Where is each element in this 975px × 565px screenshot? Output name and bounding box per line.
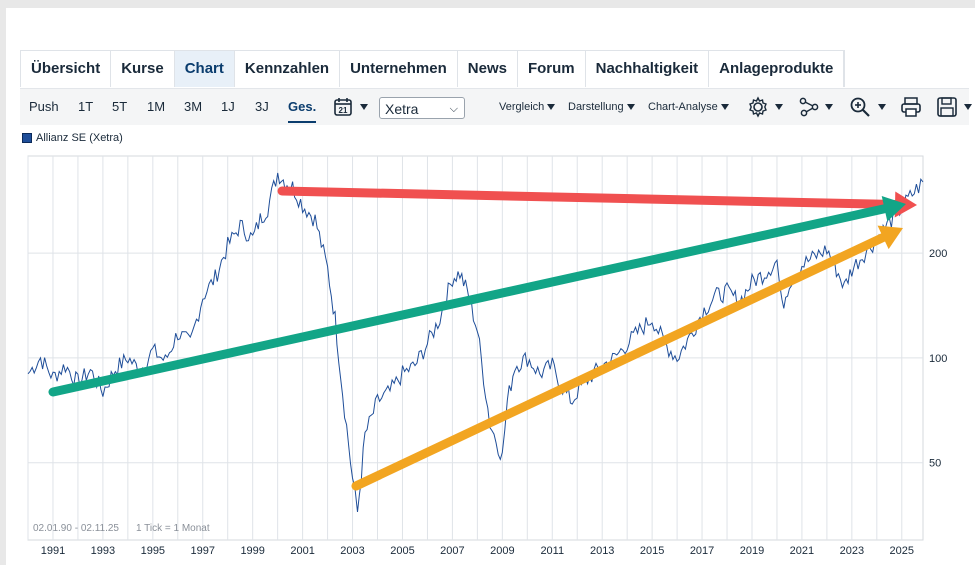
x-tick-label: 2023 — [840, 545, 864, 557]
chevron-down-icon — [626, 104, 635, 111]
chart-analyse-label: Chart-Analyse — [648, 101, 718, 113]
range-button-1t[interactable]: 1T — [78, 99, 94, 114]
chevron-down-icon[interactable] — [878, 104, 886, 110]
tab-news[interactable]: News — [458, 51, 518, 87]
tab-forum[interactable]: Forum — [518, 51, 586, 87]
chevron-down-icon — [547, 104, 556, 111]
tab-kennzahlen[interactable]: Kennzahlen — [235, 51, 341, 87]
darstellung-menu[interactable]: Darstellung — [568, 89, 635, 125]
range-button-1m[interactable]: 1M — [147, 99, 166, 114]
tab-chart[interactable]: Chart — [174, 51, 235, 87]
y-tick-label: 200 — [929, 248, 947, 260]
vergleich-label: Vergleich — [499, 101, 545, 113]
range-button-3m[interactable]: 3M — [184, 99, 203, 114]
x-tick-label: 2011 — [540, 545, 564, 557]
orange-arrow-shaft — [351, 232, 888, 491]
chart-legend[interactable]: Allianz SE (Xetra) — [22, 132, 123, 144]
chart-toolbar: Push 1T 5T 1M 3M 1J 3J Ges. 21 Xetra ⌵ Vergleic… — [20, 88, 972, 125]
legend-swatch — [22, 133, 32, 144]
chart-analyse-menu[interactable]: Chart-Analyse — [648, 89, 729, 125]
chevron-down-icon[interactable] — [825, 104, 833, 110]
chevron-down-icon[interactable] — [360, 104, 368, 110]
range-button-ges[interactable]: Ges. — [288, 89, 317, 125]
y-tick-label: 50 — [929, 458, 941, 470]
x-tick-label: 1995 — [141, 545, 165, 557]
x-tick-label: 1993 — [91, 545, 115, 557]
calendar-icon[interactable]: 21 — [333, 96, 355, 118]
chevron-down-icon — [720, 104, 729, 111]
red-arrow-head — [894, 191, 917, 218]
y-tick-label: 100 — [929, 353, 947, 365]
chevron-down-icon: ⌵ — [449, 103, 458, 115]
chart-date-range: 02.01.90 - 02.11.25 — [33, 523, 119, 534]
range-button-5t[interactable]: 5T — [112, 99, 128, 114]
save-icon[interactable] — [936, 96, 958, 118]
x-tick-label: 1999 — [240, 545, 264, 557]
chevron-down-icon[interactable] — [964, 104, 972, 110]
x-tick-label: 2009 — [490, 545, 514, 557]
orange-arrow-head — [877, 225, 903, 250]
x-tick-label: 2003 — [340, 545, 364, 557]
range-button-3j[interactable]: 3J — [255, 99, 269, 114]
chart-tick-info: 1 Tick = 1 Monat — [136, 523, 210, 534]
tab-kurse[interactable]: Kurse — [111, 51, 175, 87]
vergleich-menu[interactable]: Vergleich — [499, 89, 556, 125]
price-line — [27, 172, 924, 512]
exchange-select[interactable]: Xetra ⌵ — [379, 97, 465, 119]
x-tick-label: 2015 — [640, 545, 664, 557]
tab-anlageprodukte[interactable]: Anlageprodukte — [709, 51, 845, 87]
zoom-in-icon[interactable] — [849, 96, 871, 118]
chevron-down-icon[interactable] — [775, 104, 783, 110]
range-button-1j[interactable]: 1J — [221, 99, 235, 114]
gear-icon[interactable] — [747, 96, 769, 118]
tab-unternehmen[interactable]: Unternehmen — [340, 51, 458, 87]
exchange-value: Xetra — [385, 101, 419, 117]
x-tick-label: 2017 — [690, 545, 714, 557]
x-tick-label: 2007 — [440, 545, 464, 557]
green-arrow-shaft — [48, 204, 890, 397]
range-button-push[interactable]: Push — [29, 99, 59, 114]
print-icon[interactable] — [900, 96, 922, 118]
tab-bar: Übersicht Kurse Chart Kennzahlen Unternehmen… — [20, 50, 846, 87]
network-nodes-icon[interactable] — [798, 96, 820, 118]
tab-nachhaltigkeit[interactable]: Nachhaltigkeit — [586, 51, 710, 87]
x-tick-label: 2021 — [790, 545, 814, 557]
x-tick-label: 1991 — [41, 545, 65, 557]
x-tick-label: 2025 — [890, 545, 914, 557]
tab--bersicht[interactable]: Übersicht — [21, 51, 112, 87]
darstellung-label: Darstellung — [568, 101, 624, 113]
x-tick-label: 2005 — [390, 545, 414, 557]
x-tick-label: 2001 — [290, 545, 314, 557]
x-tick-label: 2019 — [740, 545, 764, 557]
x-tick-label: 1997 — [191, 545, 215, 557]
legend-label: Allianz SE (Xetra) — [36, 132, 123, 144]
calendar-number: 21 — [339, 106, 348, 115]
red-arrow-shaft — [277, 186, 900, 210]
x-tick-label: 2013 — [590, 545, 614, 557]
plot-area — [27, 155, 924, 541]
green-arrow-head — [881, 196, 906, 222]
